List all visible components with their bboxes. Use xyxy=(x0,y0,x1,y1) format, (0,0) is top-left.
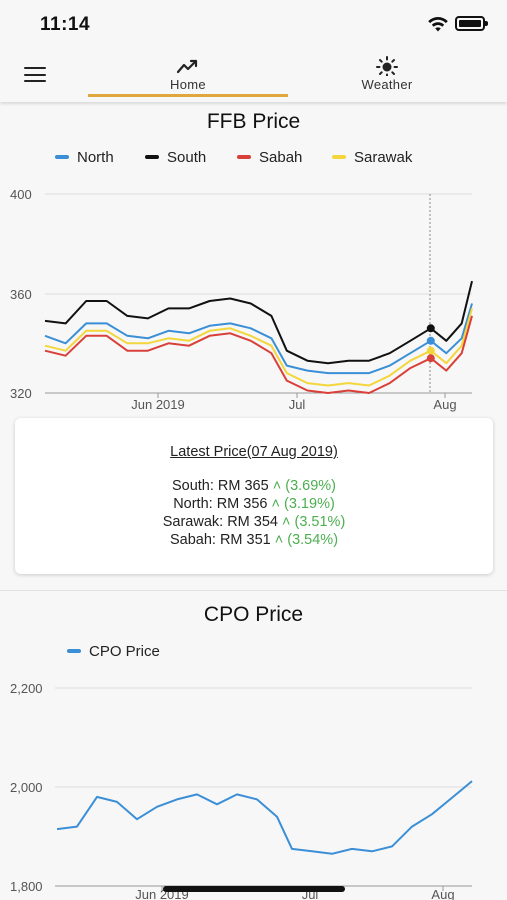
tab-weather-label: Weather xyxy=(361,77,413,92)
home-indicator xyxy=(163,886,345,892)
price-change: (3.54%) xyxy=(287,532,339,548)
ffb-legend-sabah[interactable]: Sabah xyxy=(237,149,302,166)
latest-price-heading: Latest Price(07 Aug 2019) xyxy=(170,444,338,460)
y-tick-label: 2,200 xyxy=(10,681,43,696)
cpo-series-group xyxy=(56,780,473,855)
price-up-icon: ˄ xyxy=(272,478,286,494)
series-point-sarawak[interactable] xyxy=(426,346,435,355)
wifi-icon xyxy=(428,17,448,32)
ffb-chart-title: FFB Price xyxy=(206,110,301,133)
legend-swatch xyxy=(67,648,81,653)
price-up-icon: ˄ xyxy=(282,514,295,530)
series-line-sarawak xyxy=(44,308,473,387)
tab-home-label: Home xyxy=(170,77,206,92)
x-tick-label: Aug xyxy=(433,397,456,412)
price-up-icon: ˄ xyxy=(274,532,288,548)
series-line-sabah xyxy=(44,315,473,394)
section-divider xyxy=(0,590,507,591)
price-label: Sarawak: RM 354 xyxy=(162,514,278,530)
legend-label: South xyxy=(167,149,207,166)
legend-label: CPO Price xyxy=(89,643,160,660)
series-line-cpo-price xyxy=(56,780,473,855)
x-tick-label: Jun 2019 xyxy=(131,397,185,412)
series-line-south xyxy=(44,280,473,365)
ffb-series-group xyxy=(44,280,473,394)
series-line-north xyxy=(44,303,473,375)
y-tick-label: 360 xyxy=(10,287,32,302)
price-label: South: RM 365 xyxy=(171,478,269,494)
price-label: Sabah: RM 351 xyxy=(169,532,271,548)
legend-swatch xyxy=(237,154,251,159)
price-label: North: RM 356 xyxy=(173,496,268,512)
price-row-north: North: RM 356 ˄ (3.19%) xyxy=(15,496,493,512)
x-tick-label: Aug xyxy=(431,887,454,900)
legend-label: Sabah xyxy=(259,149,303,166)
active-tab-indicator xyxy=(88,94,288,97)
price-change: (3.19%) xyxy=(284,496,335,512)
sun-icon xyxy=(376,56,398,76)
tab-home[interactable]: Home xyxy=(88,50,288,102)
price-up-icon: ˄ xyxy=(271,496,285,512)
ffb-legend-north[interactable]: North xyxy=(55,149,114,166)
cpo-line-chart[interactable]: 2,200 2,000 1,800 Jun 2019 Jul Aug xyxy=(0,672,507,900)
ffb-line-chart[interactable]: 400 360 320 Jun 2019 Jul Aug xyxy=(0,178,507,416)
tab-weather[interactable]: Weather xyxy=(287,50,487,102)
cpo-chart-title: CPO Price xyxy=(203,603,304,626)
series-point-north[interactable] xyxy=(426,336,435,345)
price-change: (3.69%) xyxy=(285,478,337,494)
home-content[interactable]: FFB Price North South Sabah Sarawak 400 … xyxy=(0,102,507,900)
y-tick-label: 400 xyxy=(10,187,32,202)
y-tick-label: 2,000 xyxy=(10,780,43,795)
y-tick-label: 320 xyxy=(10,386,32,401)
app-bar: Home Weather xyxy=(0,50,507,102)
series-point-south[interactable] xyxy=(426,324,435,333)
price-row-sabah: Sabah: RM 351 ˄ (3.54%) xyxy=(15,532,493,548)
legend-swatch xyxy=(145,154,159,159)
ffb-legend-sarawak[interactable]: Sarawak xyxy=(332,149,412,166)
battery-icon xyxy=(455,16,488,31)
trending-up-icon xyxy=(176,59,198,74)
legend-swatch xyxy=(332,154,346,159)
ffb-legend-south[interactable]: South xyxy=(145,149,206,166)
price-row-south: South: RM 365 ˄ (3.69%) xyxy=(15,478,493,494)
y-tick-label: 1,800 xyxy=(10,879,43,894)
x-tick-label: Jul xyxy=(289,397,306,412)
legend-swatch xyxy=(55,154,69,159)
price-change: (3.51%) xyxy=(294,514,346,530)
latest-price-card: Latest Price(07 Aug 2019) South: RM 365 … xyxy=(15,418,493,574)
legend-label: North xyxy=(77,149,114,166)
series-point-sabah[interactable] xyxy=(426,354,435,363)
hamburger-menu-icon[interactable] xyxy=(24,67,46,83)
status-time: 11:14 xyxy=(40,14,91,35)
cpo-legend-item[interactable]: CPO Price xyxy=(67,643,160,660)
price-row-sarawak: Sarawak: RM 354 ˄ (3.51%) xyxy=(15,514,493,530)
legend-label: Sarawak xyxy=(354,149,413,166)
status-bar: 11:14 xyxy=(0,0,507,50)
